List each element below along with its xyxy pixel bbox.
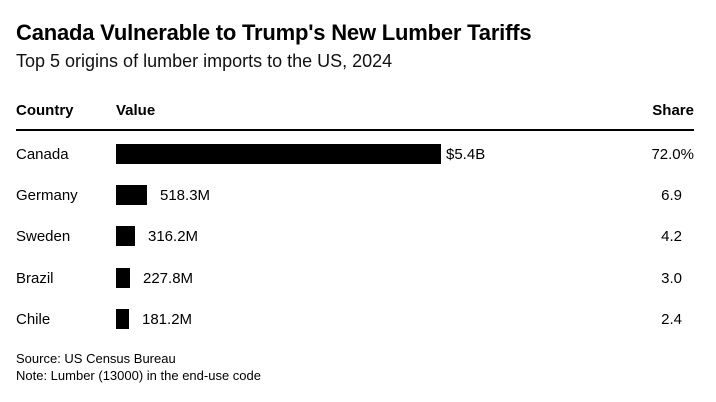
value-bar <box>116 308 129 329</box>
table-row: Chile 181.2M 2.4 <box>0 299 716 340</box>
share-value: 6.9 <box>661 187 682 205</box>
value-label: 181.2M <box>142 310 193 328</box>
table-row: Germany 518.3M 6.9 <box>0 175 716 216</box>
table-row: Canada $5.4B 72.0% <box>0 134 716 175</box>
share-value: 72.0% <box>651 146 694 163</box>
footnote: Note: Lumber (13000) in the end-use code <box>16 368 261 383</box>
value-label: $5.4B <box>446 146 486 163</box>
country-label: Sweden <box>16 228 71 246</box>
column-header-country: Country <box>16 102 74 119</box>
country-label: Germany <box>16 187 78 205</box>
share-value: 3.0 <box>661 269 682 287</box>
value-bar <box>116 185 147 206</box>
country-label: Chile <box>16 310 51 328</box>
value-label: 316.2M <box>148 228 199 246</box>
value-label: 518.3M <box>160 187 211 205</box>
country-label: Brazil <box>16 269 54 287</box>
chart-title: Canada Vulnerable to Trump's New Lumber … <box>16 20 532 45</box>
value-bar <box>116 144 441 164</box>
share-value: 2.4 <box>661 310 682 328</box>
column-header-value: Value <box>116 102 156 119</box>
header-divider <box>16 129 694 131</box>
table-row: Brazil 227.8M 3.0 <box>0 258 716 299</box>
value-bar <box>116 226 135 247</box>
share-value: 4.2 <box>661 228 682 246</box>
value-label: 227.8M <box>143 269 194 287</box>
table-row: Sweden 316.2M 4.2 <box>0 216 716 257</box>
chart-subtitle: Top 5 origins of lumber imports to the U… <box>16 51 393 71</box>
column-header-share: Share <box>652 102 694 119</box>
value-bar <box>116 267 130 288</box>
country-label: Canada <box>16 146 69 163</box>
source-note: Source: US Census Bureau <box>16 351 176 366</box>
